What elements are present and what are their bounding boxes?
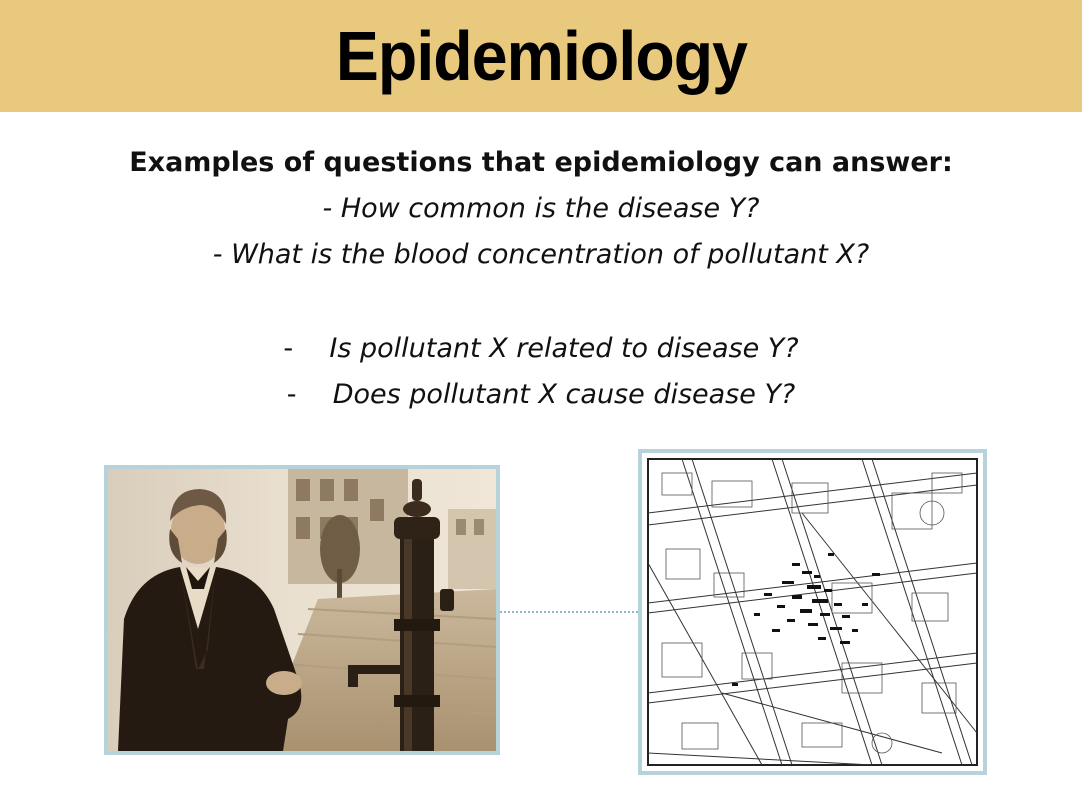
question-3-text: Is pollutant X related to disease Y? — [329, 333, 799, 364]
portrait-with-pump-image — [108, 469, 496, 751]
map-image-frame — [638, 449, 987, 775]
slide-title: Epidemiology — [335, 17, 747, 95]
case-marks — [732, 553, 880, 686]
bullet-dash: - — [286, 379, 297, 410]
slide-body: Examples of questions that epidemiology … — [0, 140, 1082, 418]
analytic-question-list: - Is pollutant X related to disease Y? -… — [0, 326, 1082, 418]
question-4-text: Does pollutant X cause disease Y? — [332, 379, 796, 410]
street-map-image — [647, 458, 978, 766]
question-1: - How common is the disease Y? — [322, 193, 760, 224]
portrait-photo-frame — [104, 465, 500, 755]
dotted-connector-line — [500, 611, 638, 613]
question-3: - Is pollutant X related to disease Y? — [0, 326, 1082, 372]
questions-heading: Examples of questions that epidemiology … — [129, 147, 953, 178]
question-4: - Does pollutant X cause disease Y? — [0, 372, 1082, 418]
bullet-dash: - — [283, 333, 294, 364]
title-bar: Epidemiology — [0, 0, 1082, 112]
question-2: - What is the blood concentration of pol… — [212, 239, 870, 270]
